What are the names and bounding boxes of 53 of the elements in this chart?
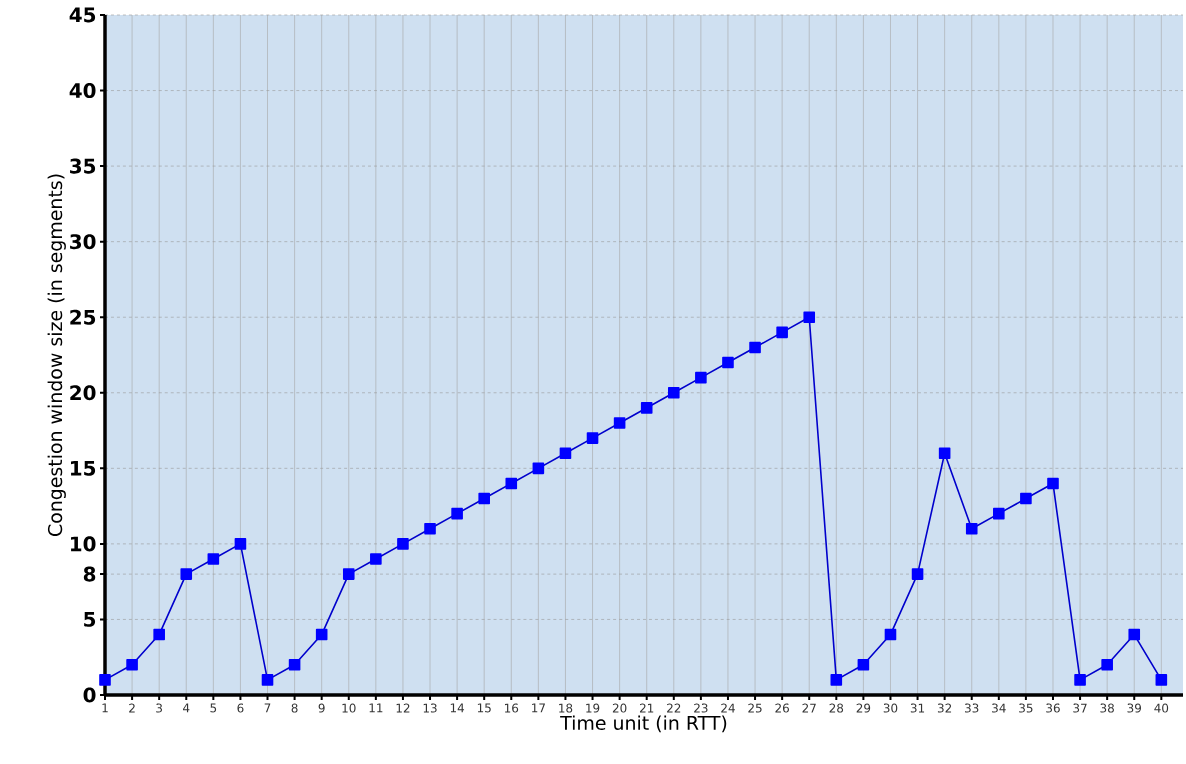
y-axis-title: Congestion window size (in segments) [47, 174, 66, 536]
x-tick-label: 13 [423, 703, 437, 713]
x-tick-label: 40 [1154, 703, 1169, 713]
x-tick-label: 11 [369, 703, 383, 713]
x-tick-label: 6 [237, 703, 244, 713]
x-tick-label: 15 [477, 703, 491, 713]
y-tick-label: 20 [70, 385, 96, 401]
x-tick-label: 22 [667, 703, 681, 713]
x-tick-label: 28 [829, 703, 844, 713]
x-tick-label: 18 [559, 703, 573, 713]
x-tick-label: 29 [856, 703, 871, 713]
y-tick-label: 35 [70, 158, 96, 174]
y-tick-label: 30 [70, 234, 96, 250]
x-tick-label: 7 [264, 703, 271, 713]
x-tick-label: 34 [992, 703, 1006, 713]
x-tick-label: 4 [183, 703, 190, 713]
x-tick-label: 27 [802, 703, 816, 713]
x-tick-label: 1 [102, 703, 108, 713]
x-tick-label: 32 [937, 703, 952, 713]
x-tick-label: 9 [318, 703, 325, 713]
y-tick-label: 5 [84, 612, 96, 627]
x-tick-label: 21 [639, 703, 654, 713]
y-tick-label: 10 [71, 536, 96, 552]
x-tick-label: 17 [532, 703, 545, 713]
x-tick-label: 37 [1073, 703, 1087, 713]
y-tick-label: 15 [71, 460, 96, 476]
x-tick-label: 5 [210, 703, 217, 713]
x-tick-label: 20 [612, 703, 627, 713]
x-tick-label: 30 [883, 703, 898, 713]
x-tick-label: 14 [450, 703, 465, 713]
x-tick-label: 19 [586, 703, 600, 713]
x-tick-label: 8 [291, 703, 298, 713]
x-tick-label: 31 [910, 703, 925, 713]
y-tick-label: 40 [69, 83, 96, 99]
y-tick-label: 0 [83, 687, 96, 703]
x-tick-label: 2 [129, 703, 135, 713]
x-tick-label: 39 [1127, 703, 1142, 713]
x-tick-label: 36 [1046, 703, 1060, 713]
x-tick-label: 12 [396, 703, 410, 713]
x-tick-label: 16 [504, 703, 519, 713]
x-tick-label: 10 [342, 703, 356, 713]
x-tick-label: 38 [1100, 703, 1114, 713]
x-tick-label: 33 [965, 703, 979, 713]
y-tick-label: 25 [70, 309, 96, 325]
x-tick-label: 35 [1019, 703, 1033, 713]
y-tick-label: 8 [83, 566, 96, 582]
x-axis-title: Time unit (in RTT) [560, 715, 727, 733]
y-tick-label: 45 [69, 7, 96, 23]
x-tick-label: 23 [694, 703, 708, 713]
x-tick-label: 26 [775, 703, 789, 713]
x-tick-label: 3 [156, 703, 163, 713]
x-tick-label: 25 [748, 703, 762, 713]
x-tick-label: 24 [721, 703, 735, 713]
